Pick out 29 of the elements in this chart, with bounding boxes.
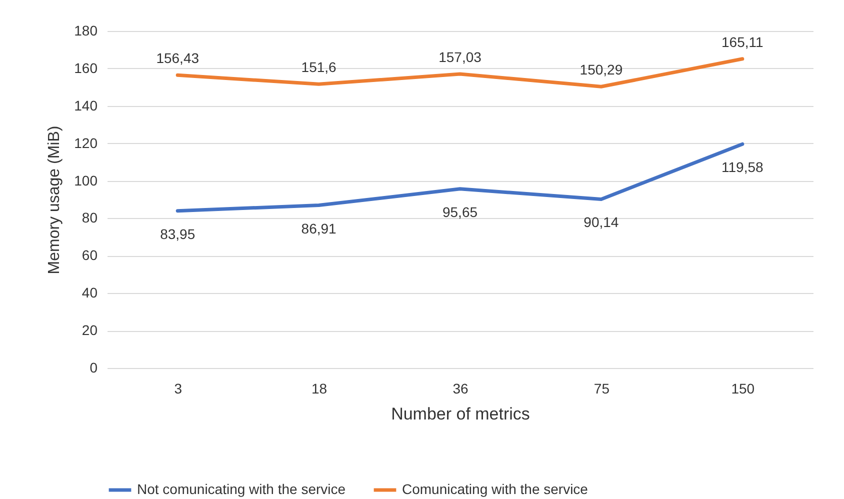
y-tick-label: 100: [74, 172, 98, 188]
y-tick-label: 40: [82, 284, 98, 301]
data-label: 151,6: [301, 59, 337, 76]
data-label: 165,11: [722, 34, 764, 50]
x-tick-label: 18: [312, 380, 328, 396]
data-label: 83,95: [160, 226, 196, 242]
data-label: 150,29: [580, 62, 623, 78]
data-label: 119,58: [722, 159, 764, 176]
x-tick-label: 150: [731, 380, 755, 396]
y-tick-label: 180: [74, 22, 98, 38]
y-tick-label: 20: [82, 322, 98, 338]
x-tick-label: 36: [452, 380, 468, 396]
data-label: 157,03: [438, 49, 482, 66]
y-tick-label: 160: [74, 60, 98, 76]
x-tick-label: 75: [594, 380, 610, 396]
y-tick-label: 140: [74, 97, 98, 114]
y-tick-label: 120: [74, 134, 98, 151]
x-tick-label: 3: [174, 380, 182, 396]
legend-label: Not comunicating with the service: [137, 481, 346, 497]
data-label: 90,14: [584, 214, 619, 230]
data-label: 156,43: [156, 50, 200, 66]
x-axis-title: Number of metrics: [391, 404, 530, 424]
y-axis-title: Memory usage (MiB): [46, 126, 64, 274]
y-tick-label: 0: [90, 360, 98, 376]
data-label: 95,65: [442, 204, 478, 220]
y-tick-label: 60: [82, 247, 98, 264]
data-label: 86,91: [301, 220, 337, 236]
legend-label: Comunicating with the service: [402, 481, 588, 497]
y-tick-label: 80: [82, 210, 98, 226]
